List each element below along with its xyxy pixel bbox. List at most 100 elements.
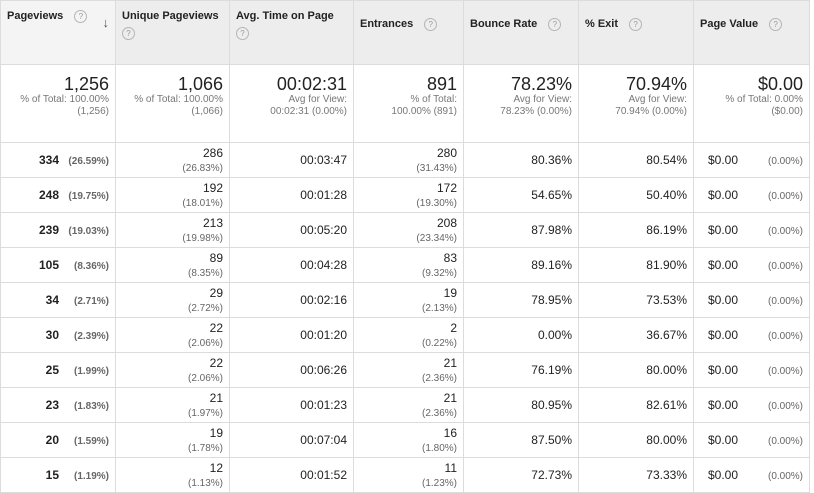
cell-unique-pageviews: 29 (2.72%) xyxy=(115,282,230,318)
cell-exit: 80.00% xyxy=(578,352,694,388)
summary-line: Avg for View: xyxy=(628,94,687,105)
help-icon[interactable]: ? xyxy=(74,9,88,23)
cell-exit: 80.54% xyxy=(578,142,694,178)
summary-value: 00:02:31 xyxy=(276,74,347,94)
entrances-value: 172 xyxy=(436,181,457,195)
entrances-value: 2 xyxy=(450,321,457,335)
entrances-value: 21 xyxy=(443,391,457,405)
header-pageviews[interactable]: Pageviews ? ↓ xyxy=(0,0,116,65)
entrances-percent: (31.43%) xyxy=(416,163,457,174)
summary-unique-pageviews: 1,066 % of Total: 100.00% (1,066) xyxy=(115,64,230,143)
summary-line: % of Total: xyxy=(410,94,457,105)
bounce-rate-value: 76.19% xyxy=(531,363,572,377)
header-entrances[interactable]: Entrances ? xyxy=(353,0,464,65)
avg-time-value: 00:05:20 xyxy=(300,223,347,237)
header-bounce-rate[interactable]: Bounce Rate ? xyxy=(463,0,579,65)
cell-page-value: $0.00 (0.00%) xyxy=(693,457,810,493)
page-value-value: $0.00 xyxy=(708,188,739,202)
unique-pageviews-value: 12 xyxy=(209,461,223,475)
pageviews-value: 20 xyxy=(45,433,59,447)
summary-page-value: $0.00 % of Total: 0.00% ($0.00) xyxy=(693,64,810,143)
unique-pageviews-value: 89 xyxy=(209,251,223,265)
help-icon[interactable]: ? xyxy=(424,17,438,31)
cell-bounce-rate: 76.19% xyxy=(463,352,579,388)
cell-avg-time: 00:04:28 xyxy=(229,247,354,283)
exit-value: 82.61% xyxy=(646,398,687,412)
help-icon[interactable]: ? xyxy=(769,17,783,31)
bounce-rate-value: 89.16% xyxy=(531,258,572,272)
avg-time-value: 00:01:23 xyxy=(300,398,347,412)
summary-exit: 70.94% Avg for View: 70.94% (0.00%) xyxy=(578,64,694,143)
cell-avg-time: 00:01:52 xyxy=(229,457,354,493)
page-value-percent: (0.00%) xyxy=(767,296,803,307)
header-unique-pageviews-label: Unique Pageviews xyxy=(122,10,219,22)
header-page-value[interactable]: Page Value ? xyxy=(693,0,810,65)
exit-value: 80.54% xyxy=(646,153,687,167)
help-icon[interactable]: ? xyxy=(548,17,562,31)
pageviews-value: 239 xyxy=(38,223,59,237)
pageviews-value: 30 xyxy=(45,328,59,342)
table-row: 23 (1.83%) 21 (1.97%) 00:01:23 21 (2.36%) 8… xyxy=(0,387,810,423)
avg-time-value: 00:01:20 xyxy=(300,328,347,342)
summary-line: 100.00% (891) xyxy=(391,106,457,117)
unique-pageviews-percent: (1.97%) xyxy=(187,408,223,419)
cell-avg-time: 00:07:04 xyxy=(229,422,354,458)
pageviews-percent: (2.39%) xyxy=(73,331,109,342)
cell-unique-pageviews: 22 (2.06%) xyxy=(115,317,230,353)
summary-line: 78.23% (0.00%) xyxy=(500,106,572,117)
unique-pageviews-percent: (18.01%) xyxy=(182,198,223,209)
sort-descending-icon[interactable]: ↓ xyxy=(102,15,110,30)
entrances-percent: (23.34%) xyxy=(416,233,457,244)
unique-pageviews-value: 19 xyxy=(209,426,223,440)
summary-entrances: 891 % of Total: 100.00% (891) xyxy=(353,64,464,143)
cell-page-value: $0.00 (0.00%) xyxy=(693,142,810,178)
unique-pageviews-percent: (2.06%) xyxy=(187,338,223,349)
unique-pageviews-value: 29 xyxy=(209,286,223,300)
page-value-value: $0.00 xyxy=(708,468,739,482)
cell-unique-pageviews: 22 (2.06%) xyxy=(115,352,230,388)
page-value-percent: (0.00%) xyxy=(767,261,803,272)
cell-exit: 73.33% xyxy=(578,457,694,493)
pageviews-percent: (2.71%) xyxy=(73,296,109,307)
entrances-percent: (2.36%) xyxy=(421,408,457,419)
bounce-rate-value: 87.98% xyxy=(531,223,572,237)
cell-avg-time: 00:01:28 xyxy=(229,177,354,213)
header-exit[interactable]: % Exit ? xyxy=(578,0,694,65)
summary-value: 891 xyxy=(426,74,457,94)
cell-pageviews: 334 (26.59%) xyxy=(0,142,116,178)
unique-pageviews-percent: (1.13%) xyxy=(187,478,223,489)
cell-avg-time: 00:05:20 xyxy=(229,212,354,248)
table-row: 334 (26.59%) 286 (26.83%) 00:03:47 280 (31.… xyxy=(0,142,810,178)
pageviews-value: 15 xyxy=(45,468,59,482)
page-value-percent: (0.00%) xyxy=(767,191,803,202)
page-value-percent: (0.00%) xyxy=(767,366,803,377)
cell-entrances: 280 (31.43%) xyxy=(353,142,464,178)
help-icon[interactable]: ? xyxy=(629,17,643,31)
avg-time-value: 00:06:26 xyxy=(300,363,347,377)
cell-avg-time: 00:06:26 xyxy=(229,352,354,388)
header-avg-time-on-page[interactable]: Avg. Time on Page ? xyxy=(229,0,354,65)
table-row: 15 (1.19%) 12 (1.13%) 00:01:52 11 (1.23%) 7… xyxy=(0,457,810,493)
help-icon[interactable]: ? xyxy=(122,26,135,40)
help-icon[interactable]: ? xyxy=(236,26,249,40)
bounce-rate-value: 78.95% xyxy=(531,293,572,307)
page-value-percent: (0.00%) xyxy=(767,156,803,167)
cell-exit: 80.00% xyxy=(578,422,694,458)
unique-pageviews-value: 286 xyxy=(202,146,223,160)
cell-pageviews: 25 (1.99%) xyxy=(0,352,116,388)
entrances-percent: (0.22%) xyxy=(421,338,457,349)
page-value-value: $0.00 xyxy=(708,398,739,412)
unique-pageviews-value: 21 xyxy=(209,391,223,405)
cell-page-value: $0.00 (0.00%) xyxy=(693,317,810,353)
cell-page-value: $0.00 (0.00%) xyxy=(693,387,810,423)
cell-entrances: 208 (23.34%) xyxy=(353,212,464,248)
header-unique-pageviews[interactable]: Unique Pageviews ? xyxy=(115,0,230,65)
cell-exit: 86.19% xyxy=(578,212,694,248)
avg-time-value: 00:02:16 xyxy=(300,293,347,307)
cell-bounce-rate: 54.65% xyxy=(463,177,579,213)
cell-bounce-rate: 80.36% xyxy=(463,142,579,178)
cell-page-value: $0.00 (0.00%) xyxy=(693,282,810,318)
avg-time-value: 00:07:04 xyxy=(300,433,347,447)
cell-avg-time: 00:02:16 xyxy=(229,282,354,318)
